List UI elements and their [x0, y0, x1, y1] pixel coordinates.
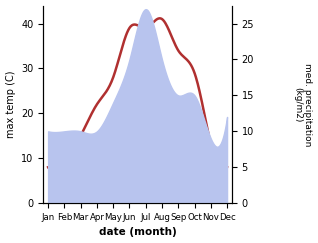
- Y-axis label: med. precipitation
(kg/m2): med. precipitation (kg/m2): [293, 63, 313, 146]
- X-axis label: date (month): date (month): [99, 227, 176, 237]
- Y-axis label: max temp (C): max temp (C): [5, 71, 16, 138]
